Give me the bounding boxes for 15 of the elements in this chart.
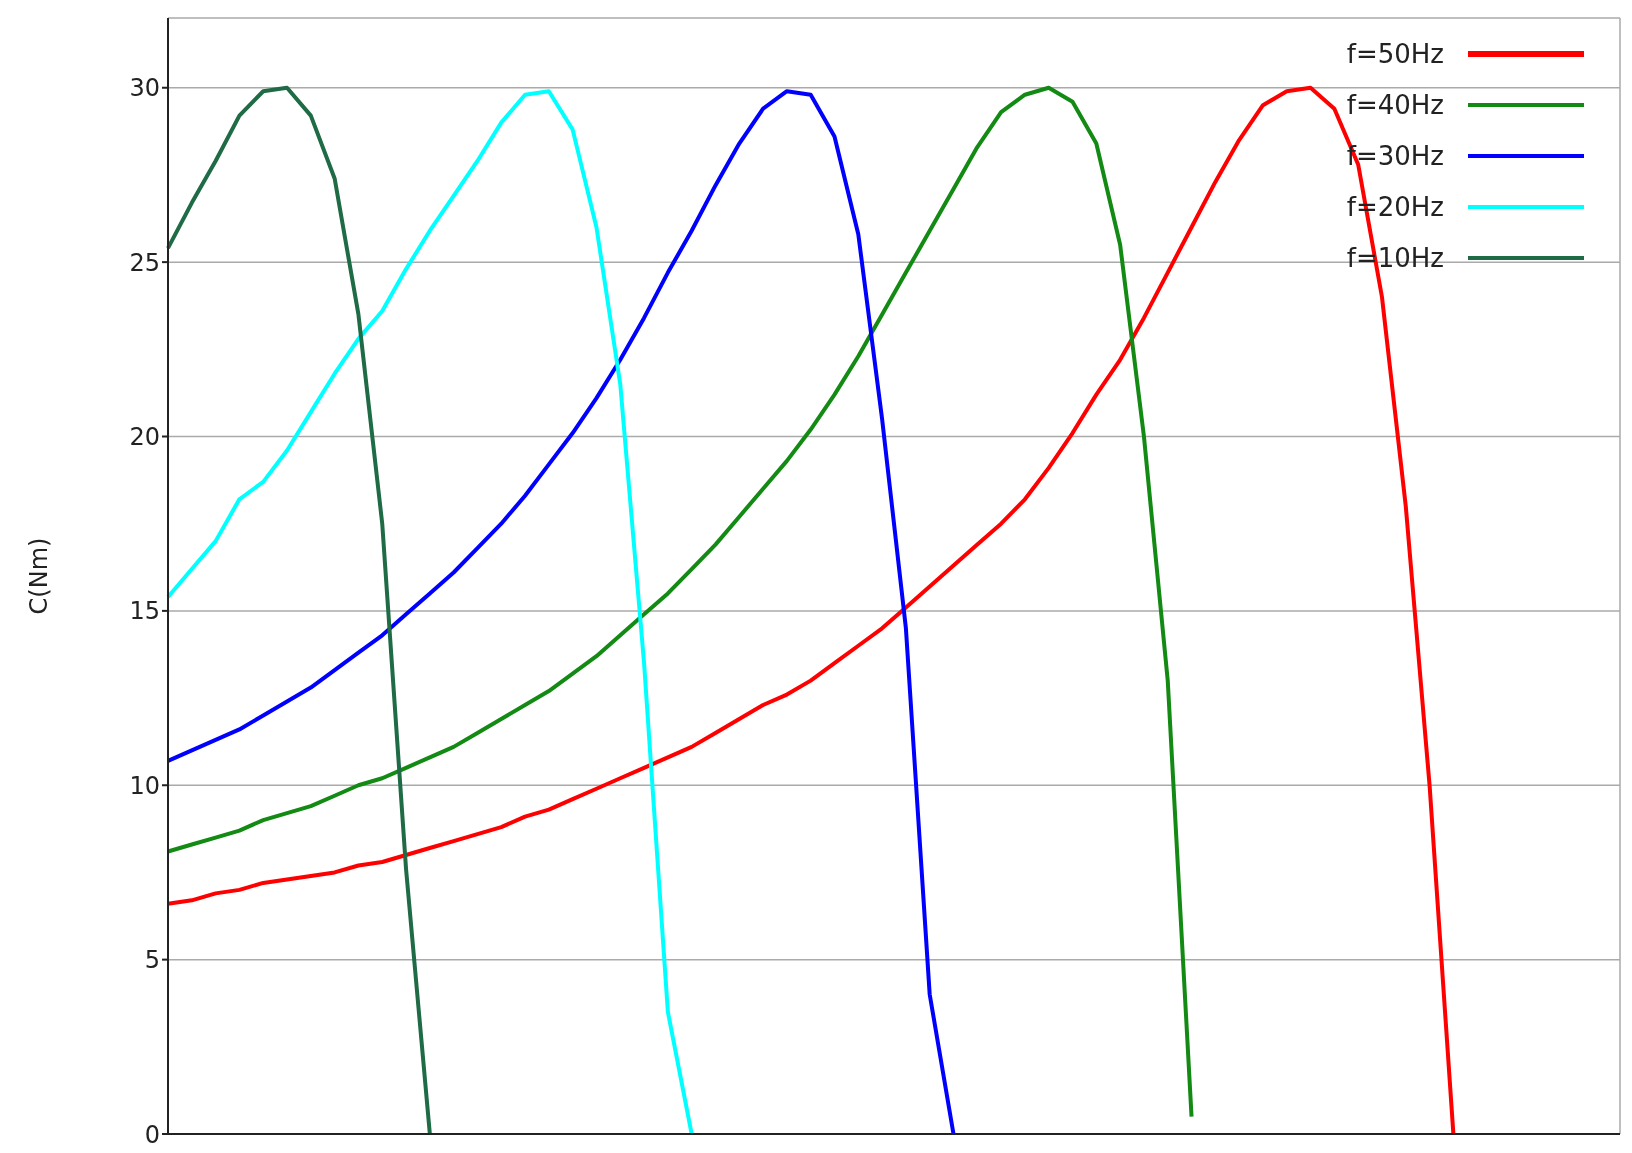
y-tick-label: 30 [129, 74, 160, 103]
legend-label: f=40Hz [1346, 89, 1444, 120]
line-series [166, 85, 1194, 1119]
y-tick-label: 0 [144, 1120, 160, 1149]
line-series [166, 85, 1456, 1134]
y-tick-label: 5 [144, 946, 160, 975]
line-series [166, 89, 694, 1134]
line-series [166, 85, 432, 1134]
y-tick-label: 20 [129, 423, 160, 452]
y-tick-label: 25 [129, 248, 160, 277]
y-tick-label: 10 [129, 771, 160, 800]
y-tick-label: 15 [129, 597, 160, 626]
line-series [166, 89, 956, 1134]
y-axis-title: C(Nm) [24, 537, 53, 615]
legend-label: f=50Hz [1346, 38, 1444, 69]
